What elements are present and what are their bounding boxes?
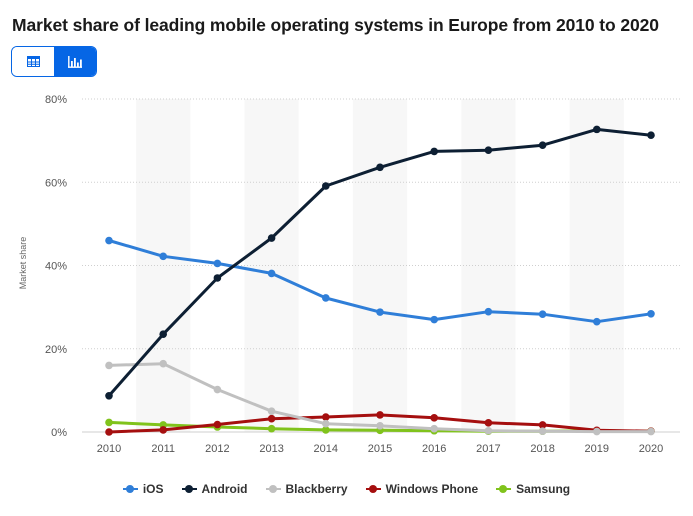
data-point-android <box>647 131 655 140</box>
table-icon <box>26 56 40 67</box>
data-point-android <box>213 274 222 282</box>
data-point-blackberry <box>322 419 330 428</box>
legend-swatch <box>122 484 138 494</box>
y-tick-label: 60% <box>45 177 67 189</box>
data-point-android <box>376 163 384 172</box>
data-point-android <box>159 330 167 338</box>
x-tick-label: 2020 <box>639 443 663 455</box>
data-point-ios <box>538 310 547 319</box>
data-point-ios <box>105 236 113 245</box>
legend-item-samsung[interactable]: Samsung <box>496 482 570 496</box>
data-point-ios <box>213 259 222 268</box>
data-point-windows-phone <box>376 411 384 419</box>
data-point-blackberry <box>538 427 547 435</box>
x-tick-label: 2013 <box>259 443 283 455</box>
page-title: Market share of leading mobile operating… <box>12 15 659 35</box>
y-tick-label: 20% <box>45 344 67 356</box>
view-toggle <box>11 46 97 77</box>
x-tick-label: 2019 <box>585 443 609 455</box>
legend-item-ios[interactable]: iOS <box>122 482 164 496</box>
data-point-windows-phone <box>538 421 547 429</box>
y-tick-label: 0% <box>51 427 67 439</box>
legend-item-windows-phone[interactable]: Windows Phone <box>365 482 479 496</box>
data-point-android <box>322 182 330 190</box>
legend-label: Windows Phone <box>385 482 479 496</box>
data-point-ios <box>484 307 493 316</box>
data-point-blackberry <box>267 407 276 415</box>
legend-label: iOS <box>142 482 164 496</box>
data-point-samsung <box>105 418 113 427</box>
legend-label: Android <box>201 482 248 496</box>
data-point-windows-phone <box>430 414 439 422</box>
data-point-samsung <box>322 426 330 434</box>
data-point-blackberry <box>376 421 384 430</box>
table-view-button[interactable] <box>12 47 54 76</box>
data-point-blackberry <box>593 427 601 436</box>
data-point-blackberry <box>647 427 655 436</box>
legend-label: Samsung <box>516 482 571 496</box>
data-point-blackberry <box>159 359 167 368</box>
x-tick-label: 2017 <box>476 443 500 455</box>
legend-swatch <box>265 484 281 494</box>
background-band <box>569 99 624 432</box>
data-point-windows-phone <box>213 420 222 429</box>
data-point-ios <box>593 317 601 326</box>
background-band <box>461 99 516 432</box>
legend-swatch <box>496 484 512 494</box>
bar-chart-icon <box>68 55 82 68</box>
x-tick-label: 2011 <box>151 443 175 455</box>
data-point-blackberry <box>105 361 113 370</box>
chart-view-button[interactable] <box>54 47 96 76</box>
data-point-ios <box>159 252 167 261</box>
data-point-android <box>538 141 547 150</box>
data-point-ios <box>267 269 276 278</box>
data-point-windows-phone <box>159 426 167 434</box>
data-point-windows-phone <box>267 414 276 423</box>
legend-item-android[interactable]: Android <box>181 482 248 496</box>
x-tick-label: 2018 <box>530 443 554 455</box>
legend-item-blackberry[interactable]: Blackberry <box>265 482 348 496</box>
data-point-windows-phone <box>484 419 493 427</box>
data-point-windows-phone <box>105 428 113 436</box>
y-tick-label: 40% <box>45 261 67 273</box>
data-point-ios <box>430 315 439 324</box>
y-tick-label: 80% <box>45 94 67 106</box>
chart-legend: iOS Android Blackberry Windows Phone Samsung <box>0 482 693 496</box>
data-point-ios <box>322 294 330 302</box>
legend-swatch <box>181 484 197 494</box>
data-point-blackberry <box>213 385 222 394</box>
data-point-android <box>484 146 493 154</box>
data-point-android <box>105 391 113 400</box>
data-point-android <box>430 147 439 156</box>
data-point-ios <box>376 308 384 316</box>
data-point-windows-phone <box>322 413 330 421</box>
x-tick-label: 2014 <box>314 443 338 455</box>
data-point-blackberry <box>430 424 439 433</box>
legend-swatch <box>365 484 381 494</box>
x-tick-label: 2012 <box>205 443 229 455</box>
x-tick-label: 2016 <box>422 443 446 455</box>
x-tick-label: 2010 <box>97 443 121 455</box>
data-point-android <box>267 234 276 242</box>
data-point-samsung <box>267 424 276 433</box>
data-point-blackberry <box>484 426 493 435</box>
data-point-ios <box>647 309 655 318</box>
legend-label: Blackberry <box>285 482 348 496</box>
data-point-android <box>593 125 601 134</box>
x-tick-label: 2015 <box>368 443 392 455</box>
y-axis-label: Market share <box>18 236 28 290</box>
